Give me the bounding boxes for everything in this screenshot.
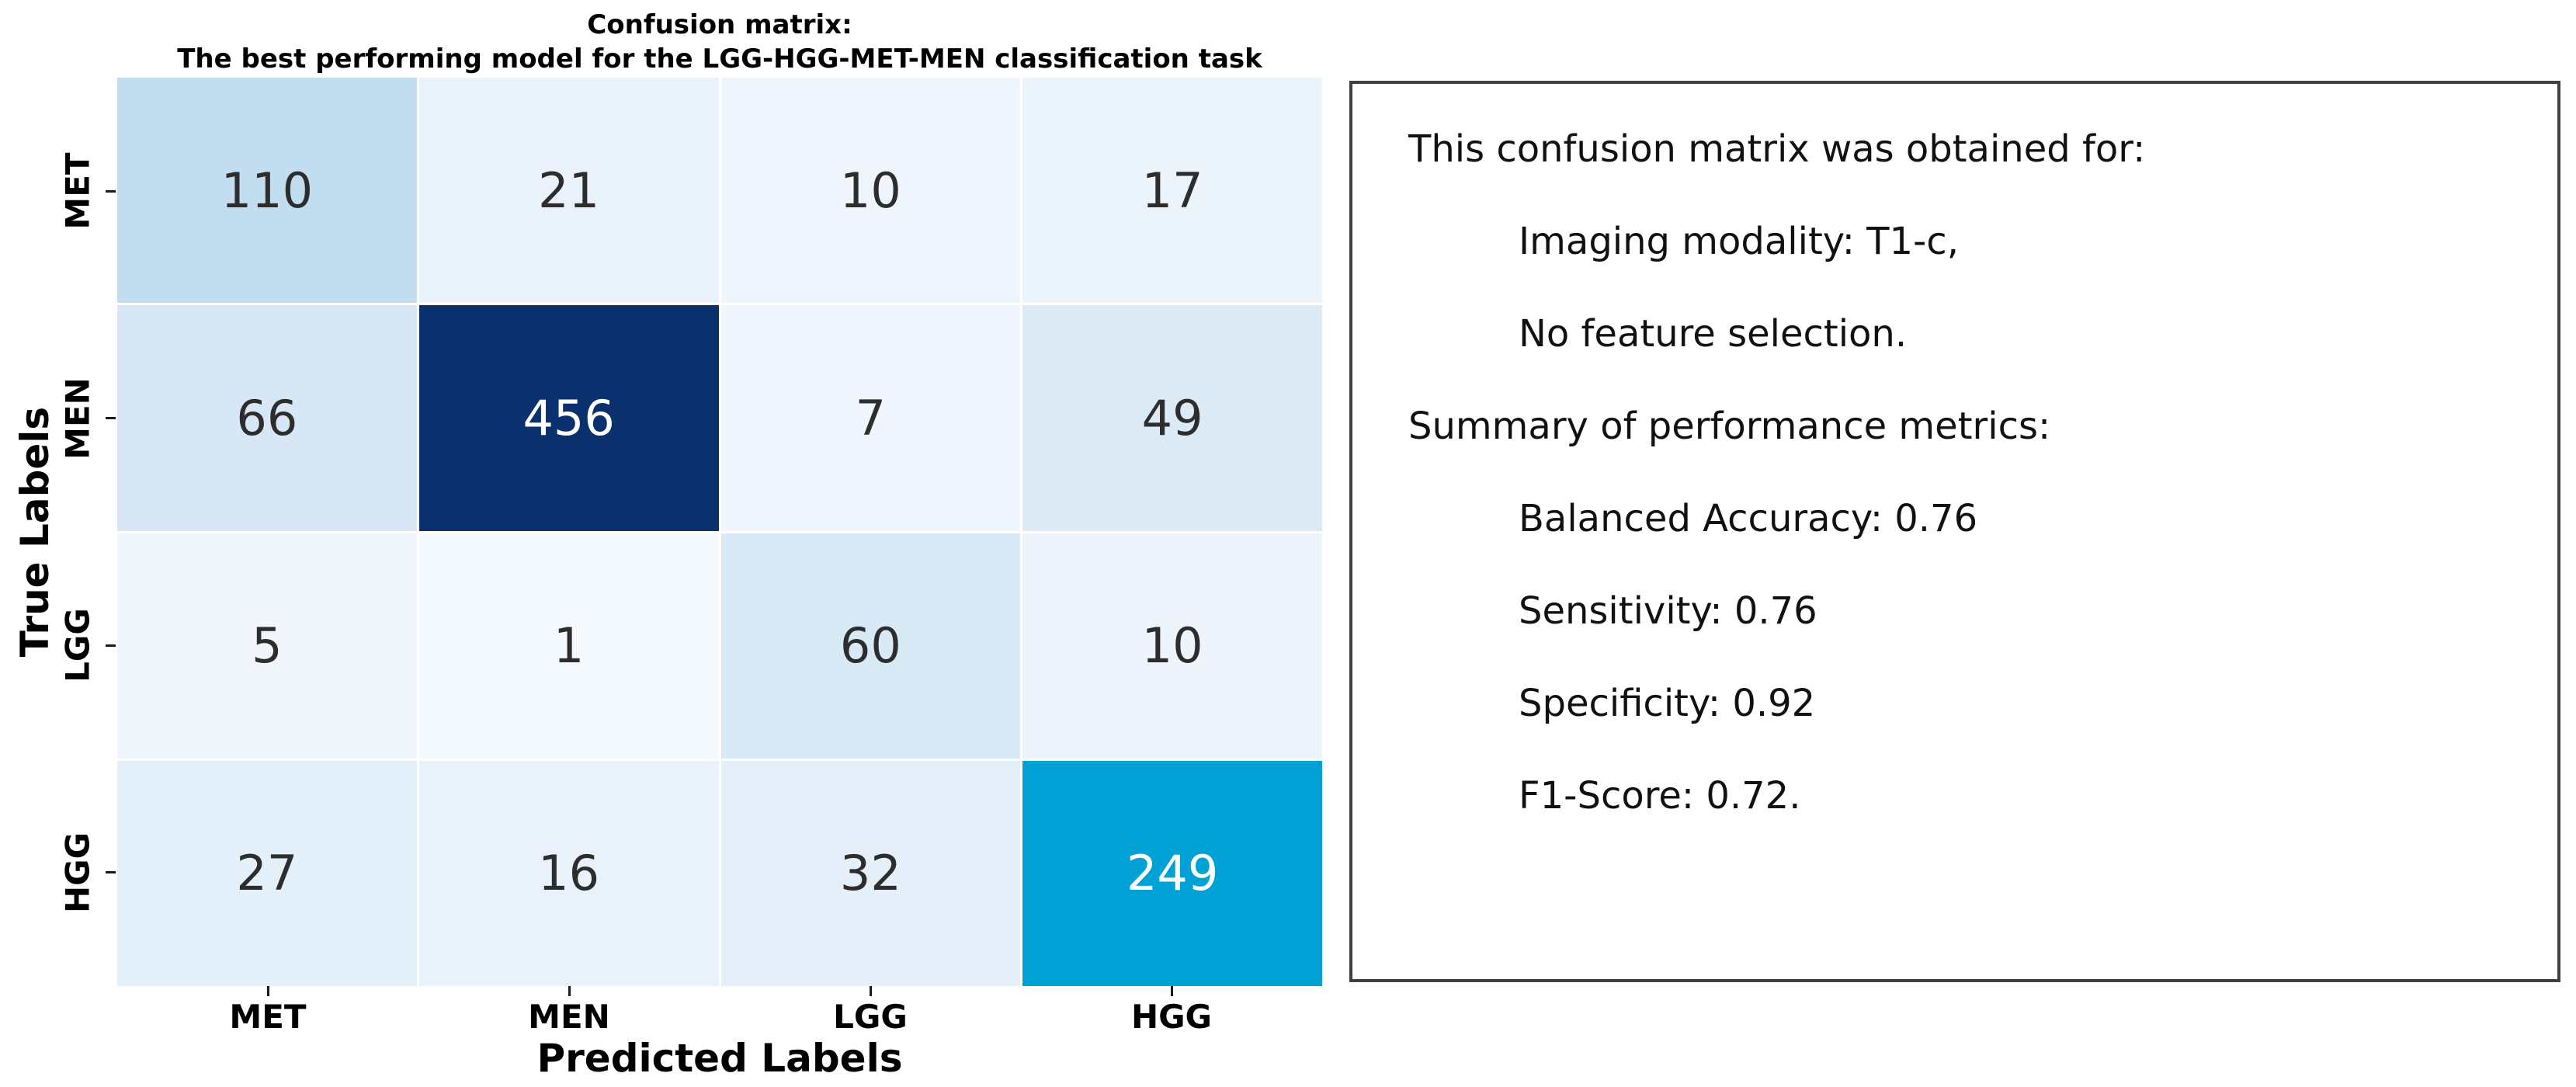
y-tick-label-MET: MET — [58, 152, 97, 230]
matrix-cell-MET-MEN: 21 — [418, 78, 719, 304]
panel-text-line-3: Summary of performance metrics: — [1408, 404, 2051, 448]
chart-title-line1: Confusion matrix: — [587, 9, 852, 40]
y-tick-label-LGG: LGG — [58, 608, 97, 683]
x-tick-label-HGG: HGG — [1130, 998, 1213, 1036]
matrix-cell-MEN-LGG: 7 — [720, 305, 1021, 531]
panel-text-line-6: Specificity: 0.92 — [1519, 681, 1816, 725]
panel-text-line-0: This confusion matrix was obtained for: — [1408, 127, 2146, 171]
x-tick-mark — [869, 986, 872, 996]
annotation-panel: This confusion matrix was obtained for: I… — [1349, 81, 2560, 982]
matrix-cell-MEN-MET: 66 — [117, 305, 417, 531]
y-tick-label-HGG: HGG — [58, 832, 97, 913]
x-tick-label-LGG: LGG — [833, 998, 908, 1036]
y-tick-mark — [106, 871, 116, 874]
x-tick-mark — [266, 986, 269, 996]
matrix-cell-LGG-HGG: 10 — [1022, 533, 1322, 759]
matrix-cell-MEN-MEN: 456 — [418, 305, 719, 531]
matrix-cell-MET-MET: 110 — [117, 78, 417, 304]
x-tick-label-MEN: MEN — [528, 998, 610, 1036]
matrix-cell-MET-HGG: 17 — [1022, 78, 1322, 304]
matrix-cell-MEN-HGG: 49 — [1022, 305, 1322, 531]
heatmap-grid: 110 21 10 17 66 456 7 49 5 1 60 10 27 16 32 249 — [117, 78, 1322, 986]
y-tick-mark — [106, 189, 116, 193]
x-tick-mark — [1170, 986, 1173, 996]
y-tick-label-MEN: MEN — [58, 377, 97, 460]
matrix-cell-LGG-MET: 5 — [117, 533, 417, 759]
x-tick-label-MET: MET — [229, 998, 307, 1036]
panel-text-line-4: Balanced Accuracy: 0.76 — [1519, 496, 1978, 540]
matrix-cell-LGG-MEN: 1 — [418, 533, 719, 759]
panel-text-line-5: Sensitivity: 0.76 — [1519, 589, 1817, 633]
matrix-cell-LGG-LGG: 60 — [720, 533, 1021, 759]
panel-text-line-2: No feature selection. — [1519, 311, 1908, 356]
panel-text-line-1: Imaging modality: T1-c, — [1519, 219, 1959, 263]
panel-text-line-7: F1-Score: 0.72. — [1519, 773, 1801, 818]
y-tick-mark — [106, 644, 116, 647]
chart-title: Confusion matrix: The best performing mo… — [117, 8, 1322, 76]
chart-title-line2: The best performing model for the LGG-HG… — [177, 43, 1262, 75]
x-tick-mark — [568, 986, 571, 996]
matrix-cell-HGG-LGG: 32 — [720, 760, 1021, 986]
y-tick-mark — [106, 417, 116, 420]
matrix-cell-MET-LGG: 10 — [720, 78, 1021, 304]
y-axis-title: True Labels — [12, 406, 57, 658]
matrix-cell-HGG-MEN: 16 — [418, 760, 719, 986]
matrix-cell-HGG-HGG: 249 — [1022, 760, 1322, 986]
matrix-cell-HGG-MET: 27 — [117, 760, 417, 986]
x-axis-title: Predicted Labels — [536, 1036, 903, 1081]
